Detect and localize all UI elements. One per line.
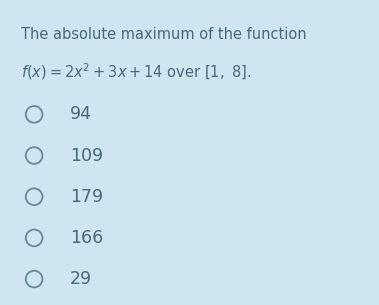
Text: 179: 179: [70, 188, 103, 206]
Text: 166: 166: [70, 229, 103, 247]
Text: 94: 94: [70, 105, 92, 124]
Text: 29: 29: [70, 270, 92, 288]
Text: The absolute maximum of the function: The absolute maximum of the function: [21, 27, 307, 42]
Text: $f(x) = 2x^2 + 3x + 14$ over $[1,\ 8]$.: $f(x) = 2x^2 + 3x + 14$ over $[1,\ 8]$.: [21, 61, 251, 82]
Text: 109: 109: [70, 146, 103, 165]
